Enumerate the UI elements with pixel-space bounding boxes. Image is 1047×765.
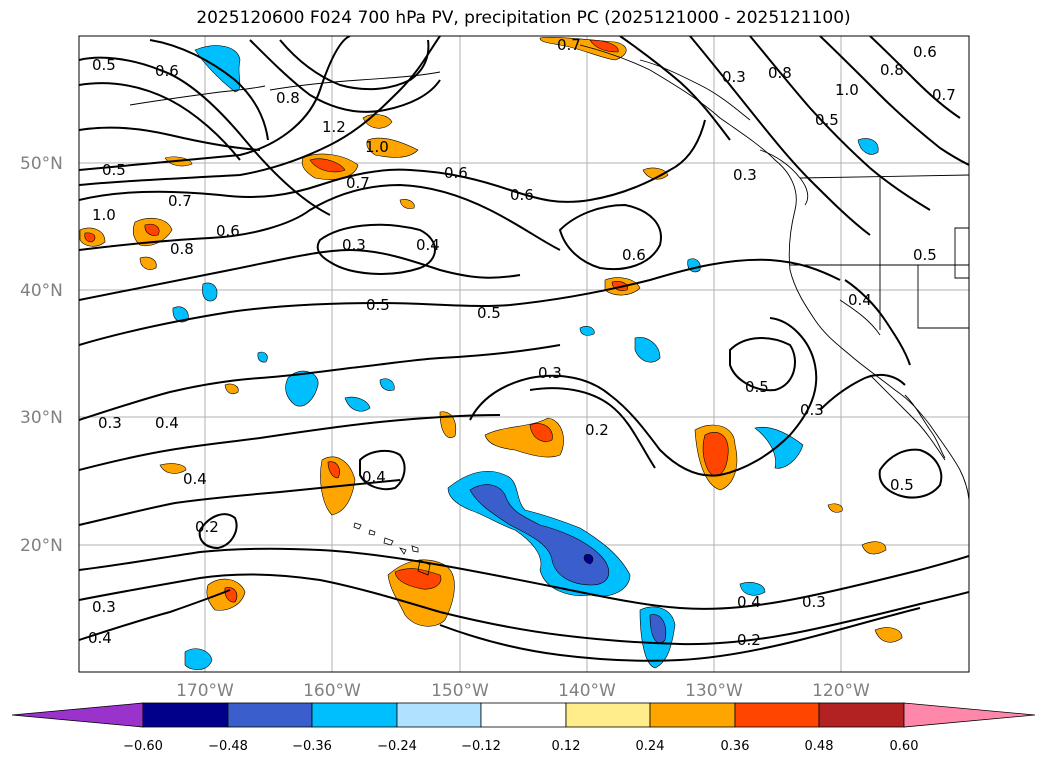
colorbar-bin: [227, 702, 313, 728]
map-area: [79, 36, 969, 672]
svg-text:0.2: 0.2: [737, 631, 761, 649]
svg-text:50°N: 50°N: [20, 154, 63, 174]
svg-text:0.8: 0.8: [880, 61, 904, 79]
svg-text:0.24: 0.24: [636, 739, 665, 754]
svg-text:0.60: 0.60: [890, 739, 919, 754]
precip-positive-areas: [79, 37, 903, 643]
svg-text:0.6: 0.6: [216, 222, 240, 240]
svg-text:0.3: 0.3: [98, 414, 122, 432]
svg-text:0.5: 0.5: [913, 246, 937, 264]
svg-text:20°N: 20°N: [20, 536, 63, 556]
svg-text:0.6: 0.6: [913, 43, 937, 61]
latitude-labels: 50°N 40°N 30°N 20°N: [20, 154, 63, 556]
svg-text:0.6: 0.6: [510, 186, 534, 204]
svg-text:−0.36: −0.36: [292, 739, 332, 754]
svg-text:0.3: 0.3: [802, 593, 826, 611]
svg-text:−0.60: −0.60: [123, 739, 163, 754]
svg-text:0.48: 0.48: [805, 739, 834, 754]
svg-text:1.0: 1.0: [92, 206, 116, 224]
colorbar-bin: [649, 702, 736, 728]
svg-text:0.8: 0.8: [170, 240, 194, 258]
svg-text:0.4: 0.4: [848, 291, 872, 309]
svg-text:0.5: 0.5: [477, 304, 501, 322]
svg-text:0.3: 0.3: [92, 598, 116, 616]
svg-text:0.4: 0.4: [737, 593, 761, 611]
svg-text:1.2: 1.2: [322, 118, 346, 136]
svg-text:0.4: 0.4: [88, 629, 112, 647]
colorbar-bin: [565, 702, 651, 728]
svg-text:170°W: 170°W: [176, 681, 234, 701]
svg-text:0.5: 0.5: [890, 476, 914, 494]
svg-text:0.5: 0.5: [745, 378, 769, 396]
colorbar-bin: [311, 702, 398, 728]
svg-text:0.4: 0.4: [362, 468, 386, 486]
svg-text:0.2: 0.2: [585, 421, 609, 439]
svg-text:40°N: 40°N: [20, 281, 63, 301]
hawaii-islands: [353, 522, 431, 576]
precip-negative-areas: [172, 45, 879, 670]
colorbar-bin: [734, 702, 820, 728]
map-title: 2025120600 F024 700 hPa PV, precipitatio…: [196, 8, 851, 28]
colorbar-bin: [396, 702, 482, 728]
svg-text:0.4: 0.4: [155, 414, 179, 432]
svg-text:1.0: 1.0: [365, 138, 389, 156]
contour-labels: 0.5 0.6 0.8 1.2 1.0 0.7 0.5 1.0 0.7 0.6 …: [88, 36, 956, 649]
svg-text:0.12: 0.12: [552, 739, 581, 754]
svg-text:0.5: 0.5: [92, 56, 116, 74]
svg-text:0.3: 0.3: [722, 68, 746, 86]
svg-text:0.7: 0.7: [346, 174, 370, 192]
colorbar: [11, 702, 1036, 728]
colorbar-ticks: −0.60 −0.48 −0.36 −0.24 −0.12 0.12 0.24 …: [123, 739, 918, 754]
svg-text:0.4: 0.4: [183, 470, 207, 488]
svg-text:30°N: 30°N: [20, 408, 63, 428]
colorbar-extend-min: [11, 702, 144, 728]
svg-text:0.7: 0.7: [557, 36, 581, 54]
svg-text:−0.48: −0.48: [208, 739, 248, 754]
svg-text:0.6: 0.6: [622, 246, 646, 264]
svg-text:140°W: 140°W: [558, 681, 616, 701]
colorbar-bin: [142, 702, 229, 728]
svg-text:0.36: 0.36: [721, 739, 750, 754]
svg-text:0.7: 0.7: [168, 192, 192, 210]
svg-text:0.4: 0.4: [416, 236, 440, 254]
svg-text:−0.12: −0.12: [461, 739, 501, 754]
svg-text:0.8: 0.8: [276, 89, 300, 107]
svg-text:1.0: 1.0: [835, 81, 859, 99]
svg-text:0.3: 0.3: [538, 364, 562, 382]
svg-text:0.7: 0.7: [932, 86, 956, 104]
pv-contours: [79, 36, 969, 662]
svg-text:0.8: 0.8: [768, 64, 792, 82]
longitude-labels: 170°W 160°W 150°W 140°W 130°W 120°W: [176, 681, 870, 701]
svg-text:150°W: 150°W: [431, 681, 489, 701]
map-frame: [78, 35, 970, 673]
colorbar-bin: [480, 702, 567, 728]
svg-text:0.3: 0.3: [342, 236, 366, 254]
svg-text:0.3: 0.3: [733, 166, 757, 184]
svg-text:0.5: 0.5: [815, 111, 839, 129]
svg-text:0.5: 0.5: [102, 161, 126, 179]
svg-text:0.5: 0.5: [366, 296, 390, 314]
svg-text:120°W: 120°W: [812, 681, 870, 701]
colorbar-extend-max: [903, 702, 1036, 728]
colorbar-bin: [818, 702, 905, 728]
svg-text:0.6: 0.6: [444, 164, 468, 182]
svg-text:130°W: 130°W: [685, 681, 743, 701]
svg-text:0.3: 0.3: [800, 401, 824, 419]
svg-text:160°W: 160°W: [303, 681, 361, 701]
svg-text:−0.24: −0.24: [377, 739, 417, 754]
svg-text:0.2: 0.2: [195, 518, 219, 536]
svg-text:0.6: 0.6: [155, 62, 179, 80]
